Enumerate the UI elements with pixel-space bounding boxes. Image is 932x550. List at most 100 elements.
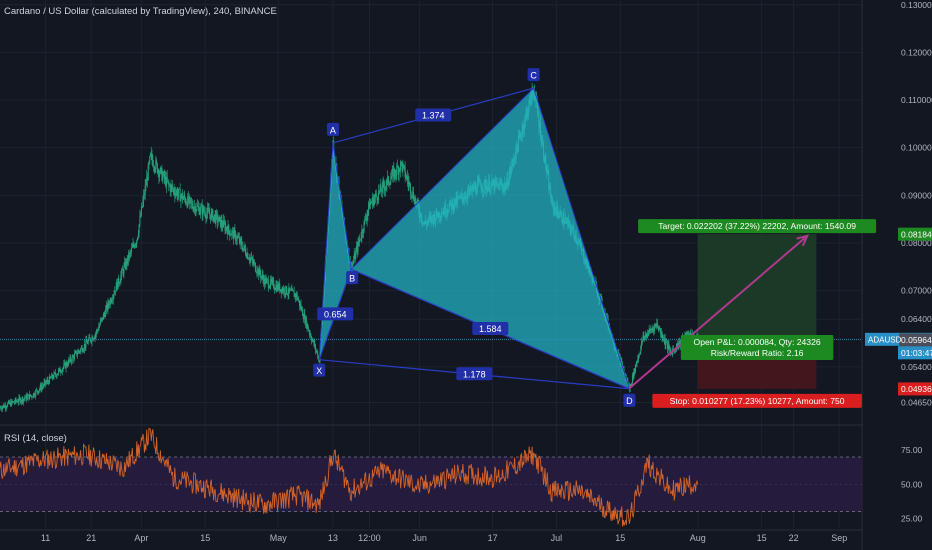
candle-body: [218, 217, 220, 222]
candle-body: [408, 182, 410, 185]
candle-body: [145, 185, 147, 187]
candle-body: [359, 239, 361, 241]
candle-body: [170, 185, 172, 192]
candle-body: [636, 361, 638, 365]
candle-body: [285, 286, 287, 295]
candle-body: [112, 295, 114, 300]
candle-body: [381, 183, 383, 193]
candle-body: [396, 165, 398, 175]
candle-body: [600, 295, 602, 299]
candle-body: [354, 253, 356, 259]
candle-body: [375, 193, 377, 197]
candle-body: [267, 280, 269, 288]
candle-body: [196, 205, 198, 211]
candle-body: [161, 167, 163, 181]
candle-body: [126, 260, 128, 264]
projection-arrow[interactable]: [628, 234, 810, 390]
projection-line[interactable]: [628, 235, 808, 390]
candle-body: [409, 182, 411, 184]
candle-body: [292, 290, 294, 292]
candle-body: [133, 244, 135, 246]
candle-body: [632, 374, 634, 378]
candle-body: [405, 177, 407, 178]
candle-body: [100, 319, 102, 321]
candle-body: [44, 380, 46, 383]
candle-body: [47, 380, 49, 382]
candle-body: [54, 372, 56, 374]
candle-body: [406, 176, 408, 178]
candle-body: [34, 395, 36, 397]
candle-body: [368, 202, 370, 209]
candle-body: [317, 357, 319, 359]
candle-body: [241, 246, 243, 251]
candle-body: [407, 180, 409, 185]
candle-body: [296, 293, 298, 300]
candle-body: [644, 336, 646, 339]
rsi-line: [0, 427, 699, 527]
candle-body: [660, 332, 662, 334]
candle-body: [235, 232, 237, 241]
candle-body: [279, 289, 281, 292]
candle-body: [241, 241, 243, 247]
candle-body: [10, 400, 12, 406]
candle-body: [659, 328, 661, 330]
candle-body: [385, 185, 387, 188]
candle-body: [301, 308, 303, 310]
candle-body: [653, 328, 655, 332]
countdown: 01:03:47: [901, 348, 932, 358]
profit-zone[interactable]: [697, 234, 817, 344]
candle-body: [179, 188, 181, 202]
candle-body: [116, 282, 118, 290]
candle-body: [641, 341, 643, 347]
candle-body: [363, 220, 365, 232]
candle-body: [273, 288, 275, 290]
candle-body: [313, 340, 315, 346]
candle-body: [216, 212, 218, 215]
candle-body: [38, 390, 40, 393]
candle-body: [359, 239, 361, 243]
candle-body: [43, 382, 45, 386]
long-position[interactable]: [697, 234, 817, 389]
candle-body: [403, 164, 405, 166]
candle-body: [678, 341, 680, 347]
candle-body: [410, 193, 412, 196]
candle-body: [11, 400, 13, 403]
time-tick-label: 13: [328, 533, 338, 543]
candle-body: [391, 170, 393, 177]
candle-body: [61, 372, 63, 374]
candle-body: [163, 172, 165, 179]
candle-body: [251, 257, 253, 261]
candle-body: [686, 332, 688, 335]
candle-body: [248, 258, 250, 260]
candle-body: [197, 206, 199, 208]
projection-arrowhead[interactable]: [796, 234, 810, 247]
candle-body: [657, 323, 659, 328]
time-axis[interactable]: 11 21 Apr 15 May 13 12:00 Jun 17 Jul 15 Aug 15 22 Sep: [41, 533, 847, 543]
harmonic-pattern[interactable]: 0.654 1.374 1.584 1.178 X A B C D: [313, 68, 636, 407]
candle-body: [147, 164, 149, 181]
candle-body: [140, 215, 142, 217]
candle-body: [26, 395, 28, 400]
candle-body: [671, 351, 673, 355]
candle-body: [264, 278, 266, 285]
candle-body: [67, 359, 69, 366]
candle-body: [0, 407, 1, 409]
candle-body: [160, 167, 162, 169]
candle-body: [164, 176, 166, 179]
candle-body: [382, 182, 384, 184]
candle-body: [255, 271, 257, 273]
candle-body: [139, 216, 141, 225]
candle-body: [416, 200, 418, 203]
candle-body: [148, 162, 150, 165]
candle-body: [169, 185, 171, 192]
candle-body: [135, 243, 137, 245]
candle-body: [22, 397, 24, 402]
candle-body: [102, 314, 104, 320]
candle-body: [293, 291, 295, 297]
candle-body: [297, 299, 299, 301]
candle-body: [271, 280, 273, 282]
candle-body: [33, 393, 35, 396]
